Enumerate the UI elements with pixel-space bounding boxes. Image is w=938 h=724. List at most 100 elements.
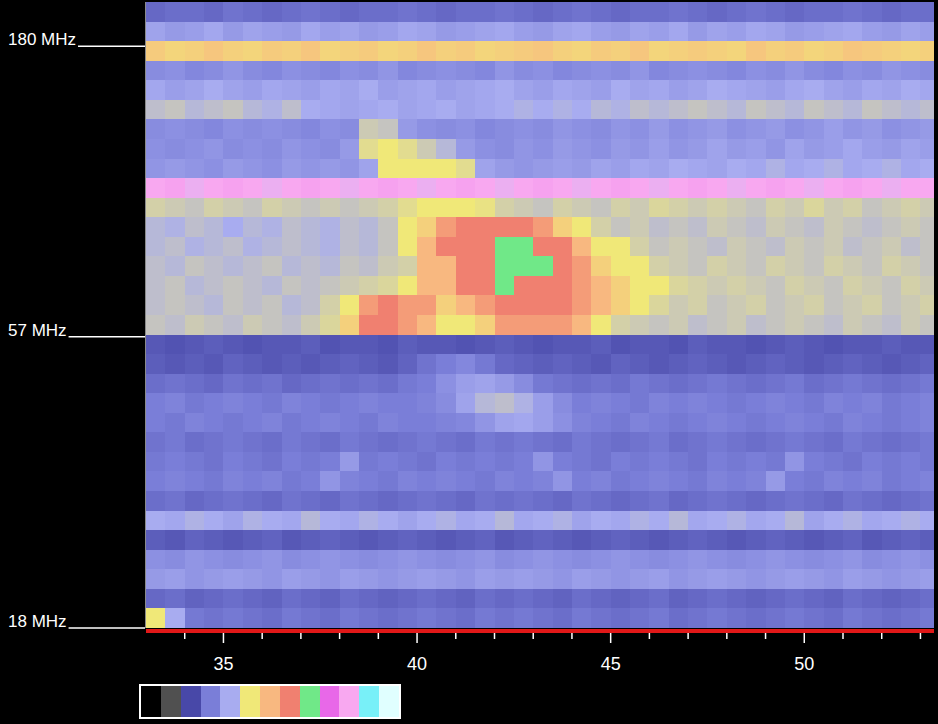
cell (514, 119, 534, 139)
cell (707, 393, 727, 413)
cell (862, 608, 882, 628)
cell (707, 119, 727, 139)
cell (746, 511, 766, 531)
cell (862, 354, 882, 374)
cell (475, 589, 495, 609)
cell (514, 2, 534, 22)
cell (436, 471, 456, 491)
cell (843, 471, 863, 491)
cell (378, 41, 398, 61)
cell (243, 217, 263, 237)
cell (611, 198, 631, 218)
cell (301, 432, 321, 452)
cell (495, 354, 515, 374)
cell (824, 2, 844, 22)
cell (514, 178, 534, 198)
x-tick (804, 633, 806, 643)
cell (804, 471, 824, 491)
cell (707, 335, 727, 355)
cell (843, 198, 863, 218)
cell (359, 41, 379, 61)
cell (824, 432, 844, 452)
cell (533, 432, 553, 452)
cell (301, 315, 321, 335)
cell (204, 2, 224, 22)
cell (901, 452, 921, 472)
cell (843, 315, 863, 335)
cell (553, 432, 573, 452)
cell (785, 119, 805, 139)
colorbar-swatch (141, 686, 161, 717)
cell (165, 119, 185, 139)
cell (804, 61, 824, 81)
cell (882, 80, 902, 100)
cell (262, 511, 282, 531)
x-minor-tick (881, 633, 883, 639)
cell (553, 295, 573, 315)
cell (824, 530, 844, 550)
cell (824, 315, 844, 335)
colorbar-swatch (220, 686, 240, 717)
x-tick-label: 35 (213, 654, 233, 674)
cell (514, 80, 534, 100)
cell (495, 41, 515, 61)
cell (843, 22, 863, 42)
cell (436, 432, 456, 452)
cell (243, 491, 263, 511)
cell (378, 589, 398, 609)
cell (262, 452, 282, 472)
cell (785, 256, 805, 276)
cell (553, 159, 573, 179)
cell (456, 22, 476, 42)
cell (611, 550, 631, 570)
cell (843, 374, 863, 394)
cell (204, 80, 224, 100)
cell (533, 100, 553, 120)
cell (533, 374, 553, 394)
cell (398, 471, 418, 491)
cell (378, 295, 398, 315)
cell (417, 237, 437, 257)
cell (301, 256, 321, 276)
cell (514, 217, 534, 237)
cell (146, 22, 166, 42)
cell (378, 452, 398, 472)
cell (359, 139, 379, 159)
cell (301, 511, 321, 531)
cell (340, 276, 360, 296)
cell (824, 100, 844, 120)
colorbar-swatch (161, 686, 181, 717)
cell (475, 335, 495, 355)
cell (824, 295, 844, 315)
cell (843, 217, 863, 237)
cell (862, 452, 882, 472)
cell (475, 432, 495, 452)
cell (669, 530, 689, 550)
cell (920, 61, 934, 81)
cell (843, 237, 863, 257)
cell (185, 217, 205, 237)
cell (514, 315, 534, 335)
cell (436, 413, 456, 433)
cell (804, 256, 824, 276)
cell (572, 61, 592, 81)
cell (901, 374, 921, 394)
cell (243, 589, 263, 609)
x-minor-tick (687, 633, 689, 639)
cell (824, 61, 844, 81)
cell (185, 41, 205, 61)
cell (688, 22, 708, 42)
cell (766, 315, 786, 335)
cell (301, 61, 321, 81)
colorbar-swatch (320, 686, 340, 717)
cell (359, 511, 379, 531)
cell (746, 569, 766, 589)
cell (417, 217, 437, 237)
cell (204, 491, 224, 511)
cell (727, 550, 747, 570)
cell (630, 159, 650, 179)
cell (495, 100, 515, 120)
cell (514, 471, 534, 491)
cell (223, 276, 243, 296)
cell (824, 374, 844, 394)
